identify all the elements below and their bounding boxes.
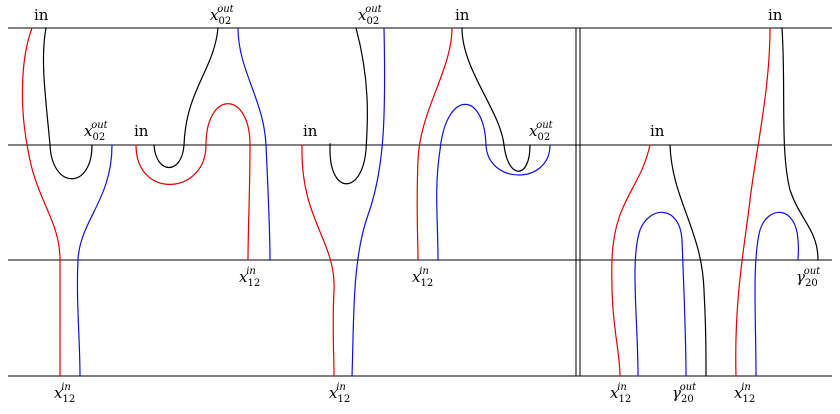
label-x12-in: x12in [54,382,75,405]
strand-black [329,27,369,185]
label-x02-out: x02out [84,120,109,143]
strand-blue [634,211,687,377]
label-in: in [303,122,318,140]
strand-red [735,27,771,377]
strand-blue [351,27,386,377]
strand-blue [754,211,800,377]
strand-blue [436,103,551,261]
strand-red [135,103,251,261]
strand-red [416,27,453,261]
strand-black [669,144,707,377]
label-x12-in: x12in [412,266,433,289]
label-in: in [455,6,470,24]
strand-red [21,27,61,377]
label-x12-in: x12in [610,382,631,405]
label-x12-in: x12in [734,382,755,405]
label-in: in [34,6,49,24]
label-x02-out: x02out [358,4,383,27]
label-in: in [650,122,665,140]
label-gamma20-out: γ20out [796,266,821,289]
label-x02-out: x02out [210,4,235,27]
strand-black [461,27,531,172]
label-x12-in: x12in [239,266,260,289]
label-x02-out: x02out [529,120,554,143]
label-x12-in: x12in [329,382,350,405]
strand-blue [76,144,113,377]
label-gamma20-out: γ20out [672,382,697,405]
strand-red [301,144,335,377]
strand-black [153,27,219,169]
label-in: in [768,6,783,24]
label-in: in [134,122,149,140]
strand-black [42,27,93,180]
strand-red [611,144,651,377]
strand-black [781,27,819,261]
strand-blue [237,27,271,261]
